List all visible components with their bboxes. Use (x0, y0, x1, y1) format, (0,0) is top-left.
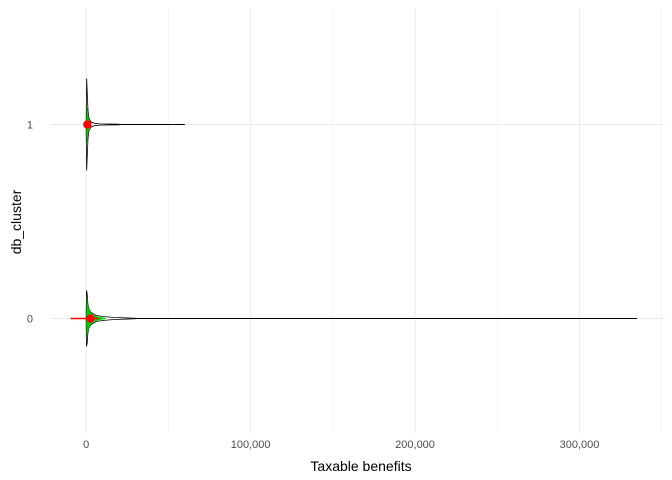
violin-0 (70, 290, 638, 347)
x-axis-title: Taxable benefits (310, 458, 411, 474)
y-axis-ticks: 01 (27, 120, 33, 326)
x-tick-label: 200,000 (395, 439, 435, 451)
x-tick-label: 300,000 (560, 439, 600, 451)
violin-outline (85, 290, 136, 347)
x-axis-ticks: 0 100,000 200,000 300,000 (83, 439, 599, 451)
x-tick-label: 0 (83, 439, 89, 451)
mean-point (86, 314, 95, 323)
mean-point (83, 120, 92, 129)
violin-1 (83, 78, 185, 171)
violins (70, 78, 638, 347)
violin-outline (85, 78, 120, 171)
y-tick-label: 0 (27, 314, 33, 326)
y-tick-label: 1 (27, 120, 33, 132)
y-axis-title: db_cluster (8, 189, 24, 254)
grid-lines (50, 8, 665, 433)
x-tick-label: 100,000 (231, 439, 271, 451)
